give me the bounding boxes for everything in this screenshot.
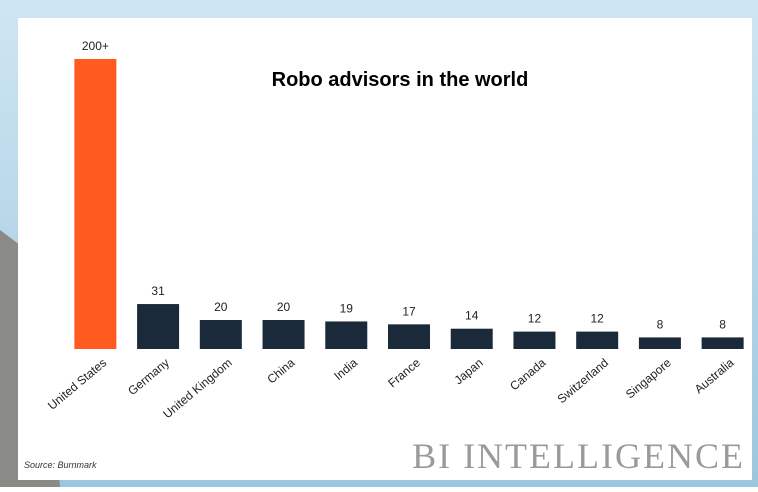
bar — [74, 59, 117, 349]
data-label: 14 — [465, 309, 479, 323]
bar — [325, 321, 368, 349]
bar — [576, 331, 619, 349]
source: Source: Burnmark — [24, 460, 97, 470]
bar — [199, 320, 242, 349]
data-label: 20 — [214, 300, 228, 314]
data-label: 19 — [340, 301, 354, 315]
bar — [513, 331, 556, 349]
data-label: 8 — [719, 317, 726, 331]
bar — [701, 337, 744, 349]
data-label: 8 — [657, 317, 664, 331]
data-label: 12 — [591, 312, 605, 326]
watermark: BI INTELLIGENCE — [412, 436, 745, 476]
data-label: 12 — [528, 312, 542, 326]
bar — [638, 337, 681, 349]
data-label: 20 — [277, 300, 291, 314]
data-label: 200+ — [82, 39, 109, 53]
bar — [388, 324, 430, 349]
data-label: 31 — [151, 284, 165, 298]
chart-title: Robo advisors in the world — [272, 69, 529, 91]
data-label: 17 — [402, 304, 416, 318]
bar — [262, 320, 305, 349]
panel — [18, 18, 752, 480]
bar — [137, 304, 180, 349]
bar — [450, 328, 493, 349]
